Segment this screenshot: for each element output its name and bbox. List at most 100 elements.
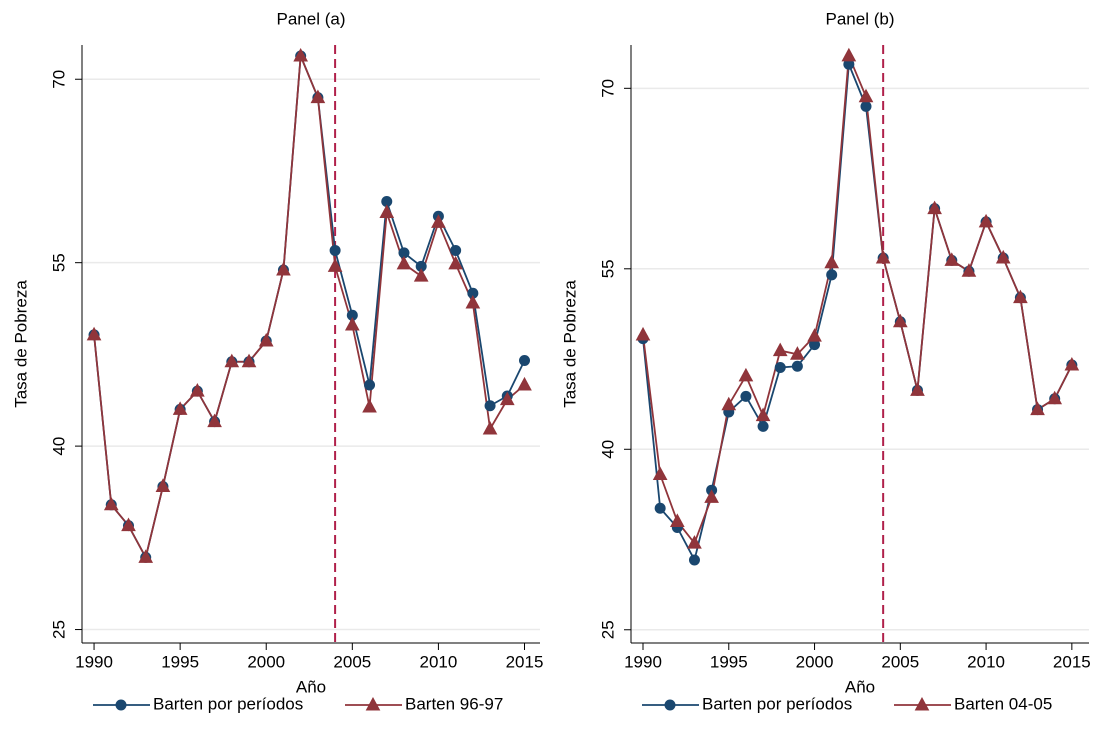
x-tick-label: 2005: [881, 652, 919, 671]
marker: [757, 420, 769, 432]
marker: [517, 376, 532, 391]
marker: [772, 342, 788, 357]
legend-marker: [664, 699, 676, 711]
marker: [258, 332, 274, 347]
y-tick-label: 40: [598, 440, 617, 459]
x-axis-label: Año: [845, 677, 875, 696]
marker: [465, 294, 481, 309]
marker: [103, 496, 119, 511]
marker: [415, 260, 427, 272]
marker: [499, 391, 515, 406]
x-axis-label: Año: [296, 677, 326, 696]
x-tick-label: 2000: [796, 652, 834, 671]
marker: [346, 309, 358, 321]
x-tick-label: 2005: [333, 652, 371, 671]
marker: [327, 258, 343, 272]
marker: [398, 247, 410, 259]
series-line: [642, 63, 1073, 563]
marker: [738, 367, 754, 382]
marker: [961, 263, 977, 277]
marker: [910, 382, 925, 396]
marker: [448, 255, 463, 270]
marker: [858, 88, 874, 103]
marker: [978, 213, 994, 228]
marker: [652, 466, 668, 481]
marker: [669, 513, 685, 527]
marker: [207, 413, 222, 428]
marker: [791, 360, 803, 372]
marker: [362, 398, 377, 413]
x-tick-label: 2010: [967, 652, 1005, 671]
marker: [721, 396, 737, 411]
marker: [482, 420, 498, 435]
marker: [1064, 357, 1080, 371]
marker: [860, 100, 872, 112]
marker: [809, 339, 821, 351]
marker: [1030, 401, 1045, 416]
marker: [688, 554, 700, 566]
legend-marker: [914, 696, 930, 711]
marker: [826, 269, 838, 281]
legend-marker: [365, 696, 381, 711]
marker: [1013, 289, 1028, 304]
series-line: [642, 55, 1073, 545]
panel: Panel (a) 25 40 55 70 1990 1995 2000 2005 2010 201…: [11, 9, 543, 713]
marker: [467, 287, 479, 299]
marker: [155, 478, 171, 492]
marker: [310, 89, 326, 104]
marker: [344, 316, 360, 331]
y-tick-label: 55: [598, 259, 617, 278]
y-tick-label: 70: [49, 70, 68, 89]
marker: [1047, 390, 1063, 405]
marker: [841, 47, 857, 62]
marker: [927, 200, 942, 215]
y-tick-label: 70: [598, 79, 617, 98]
marker: [995, 249, 1011, 264]
legend-label: Barten 96-97: [405, 694, 503, 713]
marker: [824, 254, 840, 269]
marker: [790, 346, 805, 360]
marker: [519, 355, 531, 367]
marker: [86, 326, 102, 341]
y-axis-label: Tasa de Pobreza: [560, 280, 579, 408]
x-tick-label: 2000: [247, 652, 285, 671]
x-tick-label: 1990: [75, 652, 113, 671]
marker: [172, 401, 188, 415]
marker: [635, 326, 651, 341]
marker: [241, 353, 257, 368]
panel-title: Panel (a): [277, 9, 346, 28]
marker: [704, 489, 719, 503]
x-tick-label: 1995: [161, 652, 199, 671]
marker: [807, 328, 822, 342]
marker: [121, 517, 136, 532]
marker: [379, 204, 395, 219]
marker: [431, 214, 446, 228]
marker: [190, 383, 205, 397]
legend-label: Barten 04-05: [954, 694, 1052, 713]
x-tick-label: 2015: [506, 652, 544, 671]
marker: [774, 361, 786, 373]
marker: [138, 549, 154, 563]
marker: [381, 196, 393, 208]
legend-marker: [115, 699, 127, 711]
y-tick-label: 25: [49, 620, 68, 639]
marker: [755, 407, 771, 422]
marker: [276, 261, 291, 276]
y-tick-label: 55: [49, 253, 68, 272]
marker: [396, 255, 412, 270]
x-tick-label: 1990: [624, 652, 662, 671]
marker: [687, 535, 702, 549]
marker: [892, 313, 908, 328]
x-tick-label: 1995: [710, 652, 748, 671]
x-tick-label: 2010: [419, 652, 457, 671]
marker: [484, 400, 496, 412]
marker: [224, 353, 240, 368]
panel-title: Panel (b): [826, 9, 895, 28]
marker: [875, 249, 891, 264]
marker: [450, 244, 462, 256]
marker: [740, 390, 752, 402]
y-tick-label: 40: [49, 437, 68, 456]
y-axis-label: Tasa de Pobreza: [11, 280, 30, 408]
marker: [293, 47, 309, 62]
